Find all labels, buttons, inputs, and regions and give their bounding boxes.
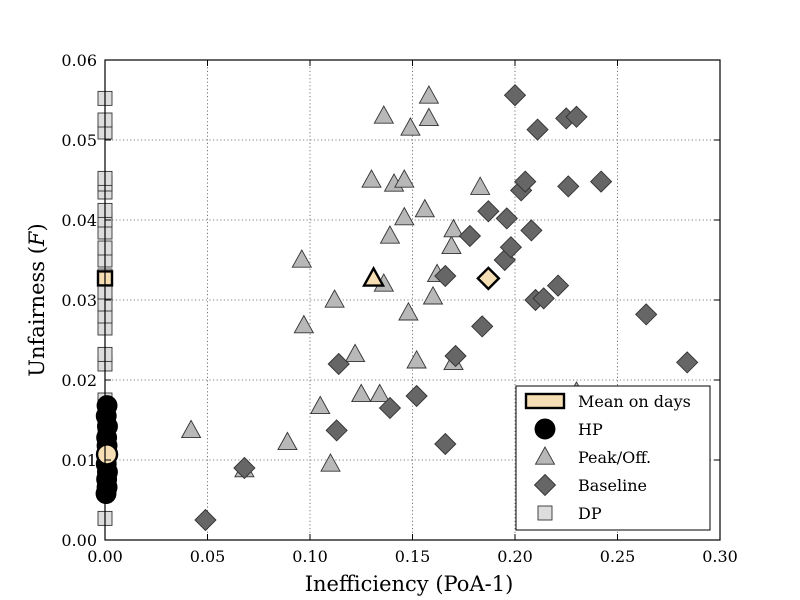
peak-off-point [320, 453, 341, 472]
peak-off-point [373, 105, 395, 124]
x-tick-label: 0.10 [292, 547, 328, 566]
x-tick-label: 0.15 [395, 547, 431, 566]
y-tick-label: 0.00 [61, 531, 97, 550]
x-tick-label: 0.25 [600, 547, 636, 566]
y-tick-label: 0.04 [61, 211, 97, 230]
baseline-point [589, 170, 613, 193]
baseline-point [434, 264, 457, 288]
baseline-point [444, 344, 467, 368]
x-tick-label: 0.05 [190, 547, 226, 566]
peak-off-point [324, 289, 345, 308]
y-axis-title-close: ) [25, 223, 49, 231]
peak-off-point [379, 225, 401, 244]
mean-on-days-point [476, 266, 501, 291]
legend-label: Peak/Off. [578, 448, 651, 467]
peak-off-point [180, 419, 202, 439]
legend-marker-baseline [533, 473, 557, 497]
peak-off-point [291, 249, 313, 268]
legend-label: HP [578, 420, 603, 439]
baseline-point [565, 105, 588, 128]
peak-off-point [400, 117, 421, 136]
legend-marker-dp [537, 505, 553, 521]
baseline-point [532, 287, 555, 310]
baseline-point [327, 352, 350, 376]
baseline-point [635, 303, 658, 326]
peak-off-point [406, 349, 427, 369]
legend-label: Baseline [578, 476, 647, 495]
peak-off-point [441, 235, 462, 255]
baseline-point [458, 224, 482, 248]
legend-marker-peak-off [534, 446, 556, 465]
mean-on-days-point [362, 265, 386, 287]
legend-marker-hp [534, 418, 556, 440]
peak-off-point [418, 85, 440, 104]
legend-label: DP [578, 504, 602, 523]
legend: Mean on days HP Peak/Off. Baseline DP [515, 385, 711, 531]
baseline-point [557, 175, 580, 198]
baseline-point [325, 419, 348, 442]
x-axis-title: Inefficiency (PoA-1) [305, 572, 514, 596]
y-tick-label: 0.03 [61, 291, 97, 310]
baseline-point [526, 118, 549, 141]
baseline-point [405, 384, 428, 408]
legend-marker-mean-on-days [524, 392, 566, 410]
hp-point [96, 395, 118, 417]
y-tick-label: 0.01 [61, 451, 97, 470]
peak-off-point [309, 395, 331, 415]
y-tick-label: 0.05 [61, 131, 97, 150]
peak-off-point [398, 301, 419, 321]
series-baseline [194, 84, 699, 532]
baseline-point [546, 274, 570, 297]
series-peak-off [180, 85, 587, 478]
peak-off-point [414, 198, 436, 218]
baseline-point [194, 508, 217, 532]
peak-off-point [422, 285, 444, 305]
peak-off-point [418, 107, 440, 127]
baseline-point [378, 396, 402, 420]
baseline-point [495, 207, 518, 230]
baseline-point [499, 236, 523, 259]
y-axis-title-main: Unfairness ( [25, 246, 49, 377]
legend-label: Mean on days [578, 392, 691, 411]
peak-off-point [394, 169, 415, 188]
baseline-point [676, 351, 699, 374]
baseline-point [477, 200, 500, 223]
baseline-point [503, 84, 527, 107]
baseline-point [520, 219, 543, 242]
y-tick-label: 0.02 [61, 371, 97, 390]
y-tick-label: 0.06 [61, 51, 97, 70]
y-axis-title: Unfairness (F) [25, 223, 49, 376]
peak-off-point [394, 206, 415, 226]
peak-off-point [443, 218, 464, 238]
mean-on-days-point [95, 443, 119, 466]
x-tick-label: 0.30 [702, 547, 738, 566]
baseline-point [434, 432, 457, 456]
baseline-point [471, 315, 494, 338]
series-mean-on-days [95, 265, 501, 466]
peak-off-point [293, 314, 315, 334]
peak-off-point [469, 176, 491, 195]
baseline-point [233, 456, 256, 480]
x-tick-label: 0.20 [497, 547, 533, 566]
x-tick-label: 0.00 [87, 547, 123, 566]
peak-off-point [350, 383, 372, 403]
peak-off-point [344, 343, 366, 363]
plot-frame [104, 59, 721, 541]
y-axis-title-variable: F [25, 230, 49, 247]
axis-ticks: 0.00 0.05 0.10 0.15 0.20 0.25 0.30 0.00 0.01 0.02… [61, 51, 737, 566]
baseline-point [514, 170, 537, 193]
peak-off-point [277, 431, 298, 451]
peak-off-point [369, 383, 390, 403]
peak-off-point [361, 169, 382, 188]
